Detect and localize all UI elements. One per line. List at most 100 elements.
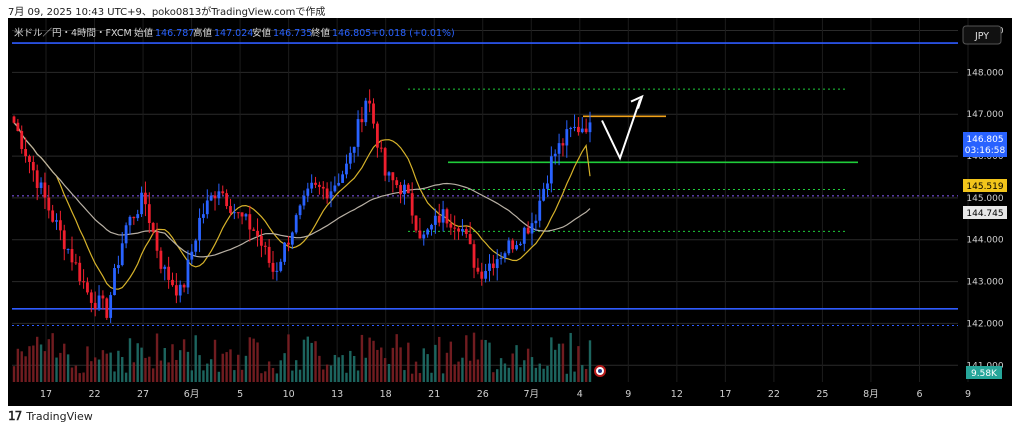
volume-bar <box>171 344 174 382</box>
volume-bar <box>256 342 259 382</box>
volume-bar <box>248 337 252 382</box>
volume-bar <box>364 357 367 382</box>
volume-bar <box>584 368 588 382</box>
volume-bar <box>291 370 294 382</box>
volume-bar <box>198 355 201 382</box>
candles <box>12 89 592 323</box>
candle-body <box>174 285 178 296</box>
volume-bar <box>488 342 491 382</box>
candle-body <box>410 193 414 216</box>
volume-bar <box>39 344 43 382</box>
candle-body <box>263 245 267 247</box>
x-tick-label: 7月 <box>523 389 539 400</box>
volume-bar <box>128 338 132 382</box>
volume-bar <box>349 350 352 382</box>
volume-bar <box>588 340 592 382</box>
candle-body <box>356 119 360 147</box>
candle-body <box>202 214 205 218</box>
volume-bar <box>337 357 340 382</box>
candle-body <box>167 266 171 280</box>
change-value: +0.018 (+0.01%) <box>371 28 455 39</box>
volume-pane <box>12 332 592 382</box>
volume-bar <box>12 366 16 382</box>
candle-body <box>248 214 252 230</box>
candle-body <box>229 206 232 213</box>
candle-body <box>530 223 534 234</box>
volume-bar <box>399 347 402 382</box>
currency-button[interactable]: JPY <box>962 25 1002 45</box>
candle-body <box>124 225 128 244</box>
volume-bar <box>410 373 414 382</box>
volume-bar <box>213 339 217 382</box>
tradingview-logo[interactable]: 𝟣𝟩 TradingView <box>8 409 93 423</box>
candle-body <box>310 182 314 189</box>
volume-bar <box>217 371 221 382</box>
volume-bar <box>569 332 572 382</box>
candle-body <box>279 261 283 271</box>
candle-body <box>217 191 221 199</box>
close-value: 146.805 <box>332 28 371 39</box>
candle-body <box>317 184 321 187</box>
candle-body <box>549 156 553 184</box>
volume-bar <box>499 358 503 382</box>
candle-body <box>58 220 62 231</box>
low-label: 安値 <box>252 27 272 39</box>
volume-bar <box>538 363 541 382</box>
volume-bar <box>225 352 228 382</box>
candle-body <box>86 282 89 293</box>
x-tick-label: 10 <box>283 389 295 400</box>
volume-bar <box>333 354 337 382</box>
x-tick-label: 22 <box>768 389 780 400</box>
candle-body <box>484 270 488 279</box>
us-flag-icon[interactable] <box>594 365 606 377</box>
x-tick-label: 25 <box>816 389 828 400</box>
volume-bar <box>507 367 511 382</box>
volume-bar <box>376 349 379 382</box>
candle-body <box>441 209 445 223</box>
candle-body <box>171 279 174 286</box>
candle-body <box>159 250 163 269</box>
volume-bar <box>546 365 549 382</box>
candle-body <box>24 148 27 157</box>
volume-bar <box>577 346 580 382</box>
ma-slow-value: 144.745 <box>966 209 1003 219</box>
candle-body <box>383 148 387 176</box>
candle-body <box>260 235 263 246</box>
tradingview-icon: 𝟣𝟩 <box>8 409 22 423</box>
candle-body <box>360 119 364 123</box>
volume-bar <box>368 337 371 382</box>
volume-bar <box>20 351 23 382</box>
candle-body <box>43 182 47 198</box>
candle-body <box>113 268 116 296</box>
candle-body <box>144 192 147 205</box>
volume-bar <box>492 372 495 382</box>
volume-bar <box>109 352 112 382</box>
volume-bar <box>310 342 313 382</box>
volume-bar <box>352 355 356 382</box>
volume-bar <box>523 360 526 382</box>
open-value: 146.787 <box>155 28 194 39</box>
volume-bar <box>298 369 302 382</box>
candle-body <box>561 143 565 146</box>
volume-bar <box>561 343 565 382</box>
candle-body <box>391 172 395 181</box>
y-tick-label: 142.000 <box>966 319 1003 329</box>
volume-bar <box>380 347 383 382</box>
volume-bar <box>63 343 66 382</box>
volume-bar <box>287 334 290 382</box>
volume-bar <box>229 349 232 382</box>
candle-body <box>35 170 39 188</box>
candle-body <box>209 195 213 201</box>
candle-body <box>28 156 31 162</box>
volume-bar <box>117 350 120 382</box>
volume-bar <box>476 359 480 382</box>
candle-body <box>70 249 74 263</box>
candle-body <box>399 185 402 195</box>
candle-body <box>515 245 518 250</box>
y-axis: 149.000148.000147.000146.000145.000144.0… <box>966 27 1003 372</box>
volume-badge: 9.58K <box>966 366 1002 379</box>
candle-body <box>503 253 507 258</box>
candle-body <box>151 222 155 232</box>
